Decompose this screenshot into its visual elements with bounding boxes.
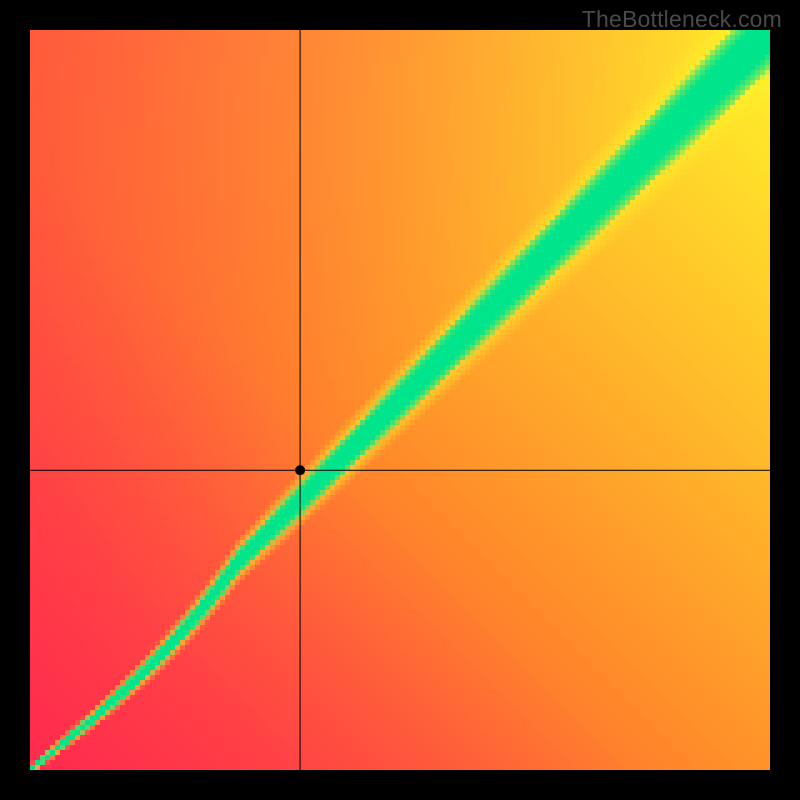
bottleneck-heatmap (0, 0, 800, 800)
chart-container: TheBottleneck.com (0, 0, 800, 800)
watermark-text: TheBottleneck.com (582, 6, 782, 33)
